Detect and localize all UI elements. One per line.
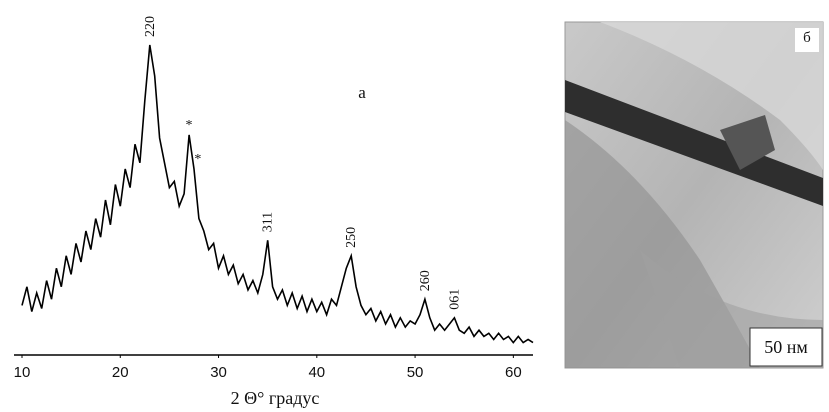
- image-label: б: [803, 30, 811, 46]
- xrd-line: [21, 44, 534, 344]
- peak-label: 311: [261, 212, 276, 232]
- scale-bar-label: 50 нм: [764, 337, 808, 357]
- peak-label: 260: [418, 270, 433, 291]
- panel-label: а: [358, 83, 366, 102]
- x-axis-label: 2 Θ° градус: [231, 388, 320, 408]
- peak-label: 220: [143, 16, 158, 37]
- x-tick-label: 10: [14, 364, 31, 381]
- x-tick-label: 60: [505, 364, 522, 381]
- x-tick-label: 20: [112, 364, 129, 381]
- peak-label: *: [186, 118, 193, 133]
- x-tick-label: 40: [308, 364, 325, 381]
- peak-label: *: [194, 152, 201, 167]
- tem-image: [564, 21, 824, 369]
- x-tick-label: 30: [210, 364, 227, 381]
- peak-label: 250: [344, 227, 359, 248]
- x-tick-label: 50: [407, 364, 424, 381]
- peak-label: 061: [447, 289, 462, 310]
